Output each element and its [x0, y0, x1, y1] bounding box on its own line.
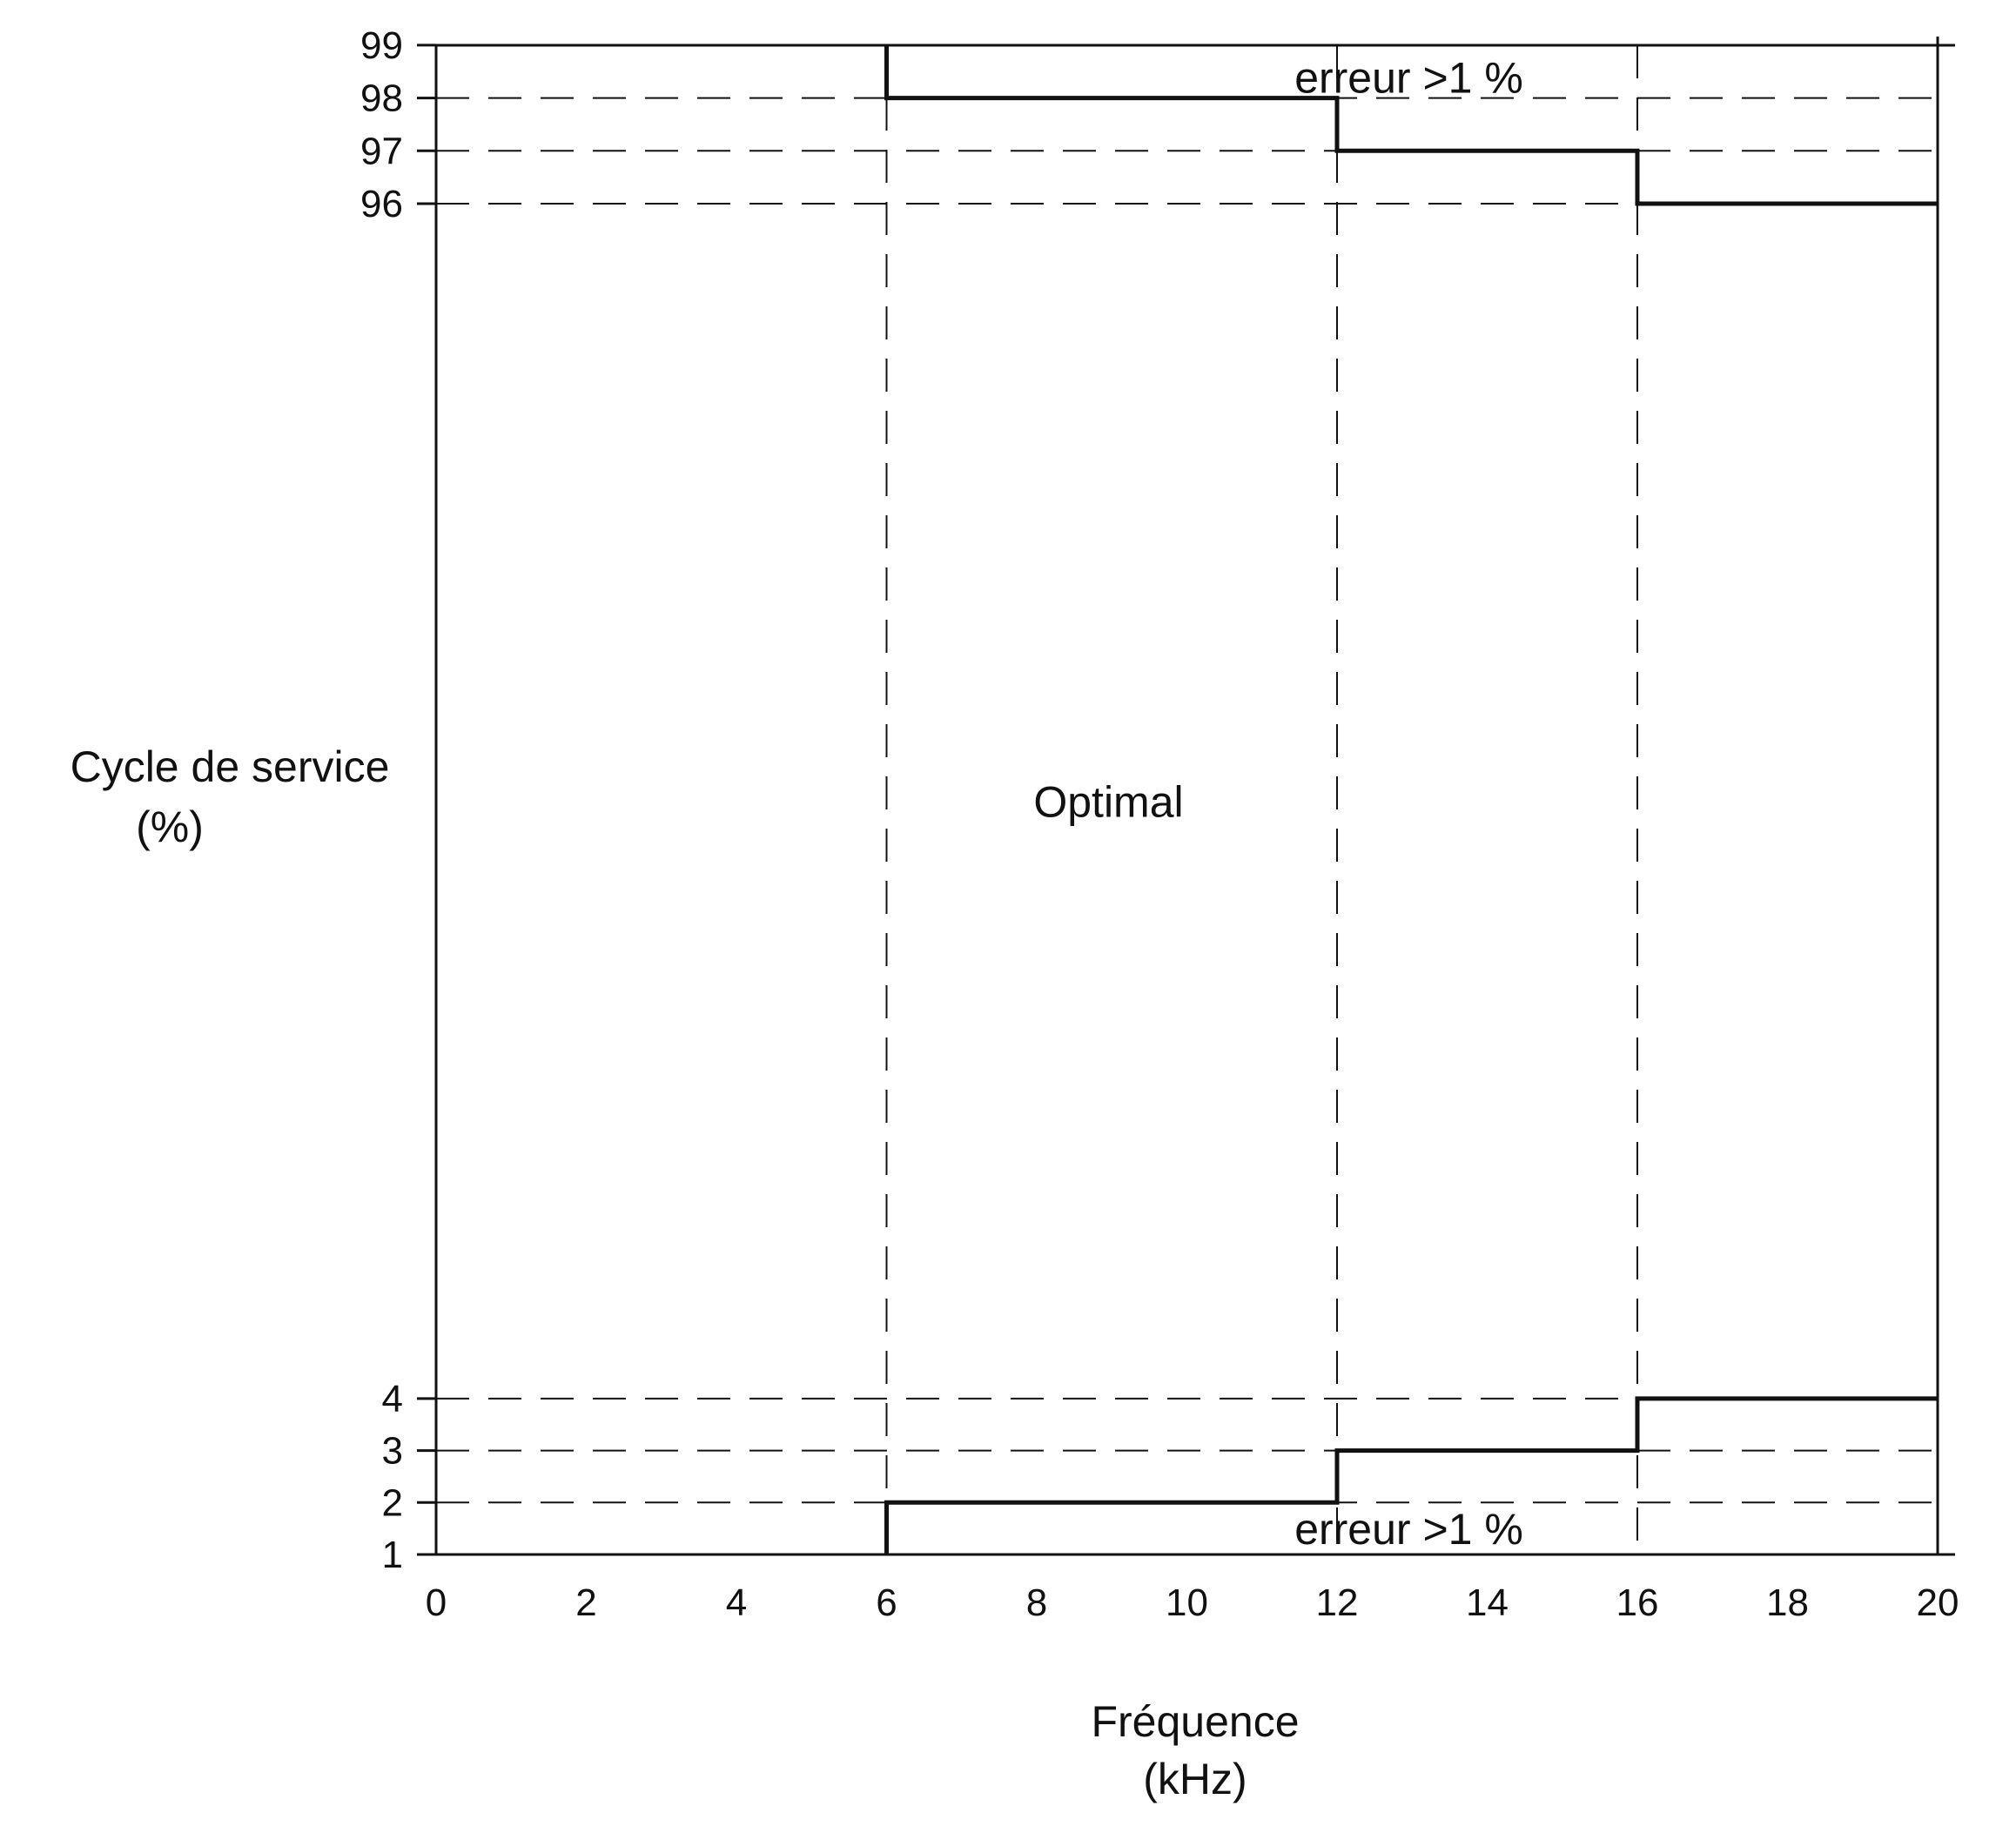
series-layer [884, 44, 1938, 1554]
x-tick-label-4: 4 [726, 1581, 747, 1624]
y-tick-label-4: 4 [382, 1378, 403, 1420]
y-tick-label-98: 98 [360, 77, 403, 120]
y-tick-label-1: 1 [382, 1534, 403, 1576]
x-tick-label-20: 20 [1917, 1581, 1959, 1624]
y-tick-label-97: 97 [360, 130, 403, 172]
x-tick-label-6: 6 [876, 1581, 897, 1624]
annotation-0: erreur >1 % [1294, 53, 1523, 102]
x-tick-labels: 0 2 4 6 8 10 12 14 16 18 20 [426, 1581, 1959, 1624]
annotation-2: erreur >1 % [1294, 1505, 1523, 1554]
x-tick-label-12: 12 [1316, 1581, 1359, 1624]
annotations: erreur >1 % Optimal erreur >1 % [1033, 53, 1522, 1554]
x-axis-label-line2: (kHz) [1143, 1755, 1247, 1803]
y-tick-label-96: 96 [360, 183, 403, 225]
y-axis-label-line1: Cycle de service [71, 742, 390, 791]
axes [417, 37, 1955, 1556]
x-tick-label-16: 16 [1616, 1581, 1659, 1624]
y-axis-label-line2: (%) [136, 802, 204, 851]
x-tick-label-18: 18 [1766, 1581, 1809, 1624]
y-tick-label-2: 2 [382, 1481, 403, 1524]
lower-limit-step-line [884, 1396, 1938, 1554]
x-tick-label-8: 8 [1026, 1581, 1047, 1624]
x-tick-label-0: 0 [426, 1581, 447, 1624]
reference-lines [436, 45, 1938, 1554]
y-tick-label-99: 99 [360, 24, 403, 67]
y-tick-labels: 1 2 3 4 96 97 98 99 [360, 24, 403, 1576]
x-tick-label-2: 2 [575, 1581, 596, 1624]
x-tick-label-14: 14 [1466, 1581, 1509, 1624]
annotation-1: Optimal [1033, 778, 1183, 827]
upper-limit-step-line [884, 44, 1938, 206]
x-tick-label-10: 10 [1166, 1581, 1208, 1624]
x-axis-label-line1: Fréquence [1091, 1697, 1299, 1746]
y-tick-label-3: 3 [382, 1430, 403, 1473]
